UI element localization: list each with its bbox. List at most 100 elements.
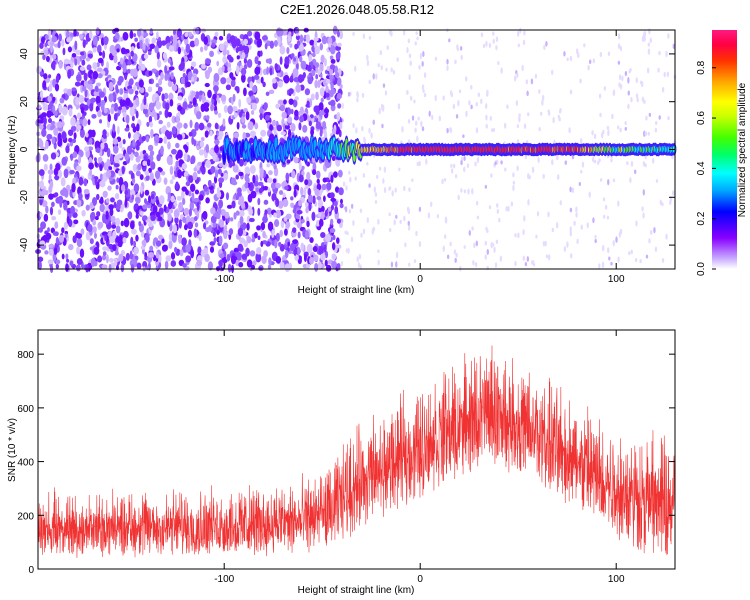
heatmap-cell	[254, 39, 258, 45]
heatmap-cell	[135, 234, 139, 242]
heatmap-cell	[148, 78, 152, 84]
heatmap-cell	[317, 68, 322, 76]
heatmap-cell	[55, 263, 59, 269]
heatmap-cell	[54, 83, 60, 92]
heatmap-cell	[197, 246, 202, 255]
heatmap-cell	[456, 44, 459, 50]
heatmap-cell	[142, 160, 147, 167]
heatmap-cell	[36, 104, 42, 110]
heatmap-cell	[51, 201, 55, 208]
heatmap-cell	[97, 221, 104, 229]
heatmap-cell	[495, 45, 498, 51]
heatmap-cell	[213, 236, 217, 244]
heatmap-cell	[421, 84, 425, 91]
heatmap-cell	[276, 27, 282, 37]
heatmap-cell	[168, 45, 175, 52]
y-tick-label: -20	[19, 190, 30, 205]
heatmap-cell	[484, 184, 488, 189]
heatmap-cell	[423, 92, 427, 98]
heatmap-cell	[113, 145, 119, 154]
heatmap-cell	[140, 185, 143, 195]
heatmap-cell	[336, 111, 341, 122]
heatmap-cell	[238, 210, 245, 218]
heatmap-cell	[287, 241, 291, 247]
heatmap-cell	[250, 95, 256, 100]
heatmap-cell	[303, 187, 307, 197]
heatmap-cell	[594, 238, 597, 244]
heatmap-cell	[356, 97, 359, 103]
heatmap-cell	[578, 181, 582, 186]
heatmap-cell	[155, 83, 160, 88]
heatmap-cell	[294, 43, 299, 50]
heatmap-cell	[413, 99, 416, 104]
heatmap-cell	[113, 258, 118, 267]
heatmap-cell	[315, 219, 320, 227]
heatmap-cell	[124, 152, 130, 161]
heatmap-cell	[154, 45, 159, 54]
heatmap-cell	[627, 90, 630, 96]
heatmap-cell	[341, 102, 344, 110]
heatmap-cell	[617, 60, 621, 65]
heatmap-cell	[203, 36, 209, 45]
heatmap-cell	[96, 67, 103, 73]
heatmap-cell	[113, 201, 117, 209]
heatmap-cell	[38, 139, 44, 149]
heatmap-cell	[414, 127, 417, 133]
heatmap-cell	[44, 34, 49, 40]
heatmap-cell	[161, 93, 165, 102]
heatmap-cell	[196, 201, 200, 211]
heatmap-cell	[236, 251, 242, 261]
heatmap-cell	[167, 80, 173, 88]
heatmap-cell	[573, 220, 576, 226]
heatmap-cell	[272, 178, 277, 184]
heatmap-cell	[267, 221, 274, 231]
heatmap-cell	[548, 254, 551, 261]
heatmap-cell	[213, 139, 220, 145]
heatmap-cell	[196, 259, 203, 267]
heatmap-cell	[474, 261, 478, 268]
heatmap-cell	[174, 216, 179, 224]
heatmap-cell	[36, 65, 42, 75]
heatmap-cell	[149, 245, 154, 252]
heatmap-cell	[49, 206, 54, 216]
heatmap-cell	[315, 107, 320, 116]
heatmap-cell	[202, 222, 207, 230]
heatmap-cell	[202, 210, 208, 220]
heatmap-cell	[245, 111, 250, 121]
heatmap-cell	[500, 67, 503, 74]
heatmap-cell	[240, 67, 247, 76]
heatmap-cell	[431, 114, 434, 121]
heatmap-cell	[259, 167, 264, 176]
heatmap-cell	[658, 115, 661, 120]
heatmap-cell	[612, 90, 615, 96]
heatmap-cell	[254, 174, 259, 183]
heatmap-cell	[534, 73, 538, 79]
heatmap-cell	[91, 129, 96, 138]
heatmap-cell	[530, 78, 534, 85]
heatmap-cell	[264, 42, 268, 50]
heatmap-cell	[214, 110, 218, 115]
heatmap-cell	[284, 56, 290, 65]
heatmap-cell	[237, 187, 242, 195]
heatmap-cell	[607, 129, 610, 137]
heatmap-cell	[235, 210, 240, 216]
heatmap-cell	[167, 111, 172, 118]
heatmap-cell	[214, 144, 219, 154]
heatmap-cell	[310, 93, 315, 101]
heatmap-cell	[119, 98, 124, 108]
heatmap-cell	[122, 236, 127, 244]
heatmap-cell	[254, 31, 261, 41]
heatmap-cell	[642, 161, 646, 167]
colorbar-tick-label: 0.2	[696, 211, 707, 225]
heatmap-cell	[170, 195, 175, 203]
heatmap-cell	[65, 145, 70, 154]
heatmap-cell	[79, 118, 83, 125]
heatmap-cell	[246, 259, 253, 268]
heatmap-cell	[172, 224, 177, 234]
heatmap-cell	[82, 118, 88, 127]
heatmap-cell	[304, 230, 310, 240]
heatmap-cell	[175, 160, 180, 168]
heatmap-cell	[106, 158, 111, 167]
heatmap-cell	[45, 232, 52, 240]
heatmap-cell	[321, 35, 328, 45]
